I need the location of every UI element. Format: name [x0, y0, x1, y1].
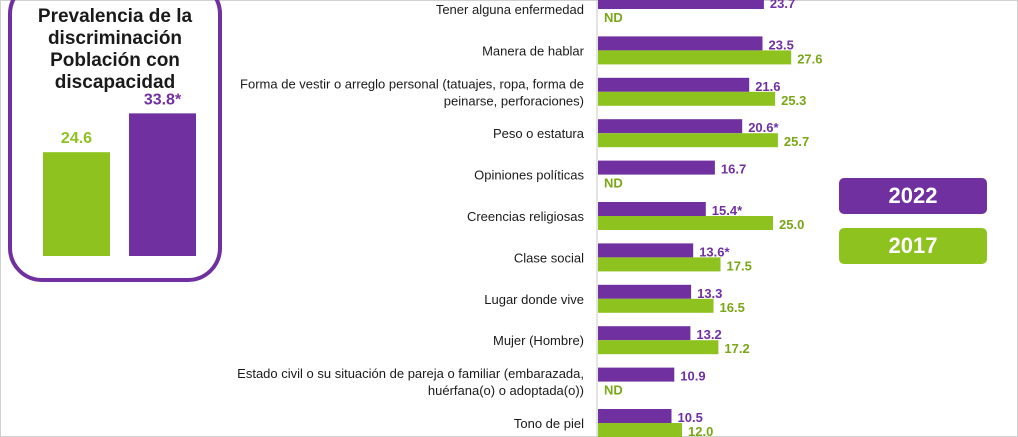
prevalence-label-2017: 24.6 — [61, 130, 92, 147]
bar-2022 — [598, 243, 694, 258]
category-label: Manera de hablar — [482, 43, 585, 58]
category-label: Tono de piel — [514, 416, 584, 431]
data-label-2022: 20.6* — [748, 120, 779, 135]
bar-2017 — [598, 340, 719, 355]
category-label: Tener alguna enfermedad — [436, 2, 584, 17]
category-label: Estado civil o su situación de pareja o … — [237, 366, 584, 381]
data-label-2017: 27.6 — [797, 51, 822, 66]
bar-2017 — [598, 257, 721, 272]
data-label-2017: 25.3 — [781, 93, 806, 108]
bar-2022 — [598, 77, 750, 92]
bar-2017 — [598, 133, 778, 148]
data-label-2022: 13.2 — [696, 327, 721, 342]
data-label-2022: 13.6* — [699, 244, 730, 259]
prevalence-bar-2017 — [43, 152, 110, 256]
prevalence-panel: Prevalencia de la discriminación Poblaci… — [8, 0, 222, 282]
data-label-2017: 25.7 — [784, 134, 809, 149]
bar-2022 — [598, 409, 672, 423]
data-label-2022: 10.5 — [678, 410, 703, 425]
prevalence-title-line: Prevalencia de la — [37, 6, 193, 27]
category-label: Forma de vestir o arreglo personal (tatu… — [240, 76, 584, 91]
bar-2022 — [598, 367, 675, 382]
prevalence-title-line: discriminación — [47, 28, 183, 49]
data-label-2022: 16.7 — [721, 162, 746, 177]
data-label-2017: 12.0 — [688, 424, 713, 437]
bar-2017 — [598, 298, 714, 313]
category-label: peinarse, perforaciones) — [444, 93, 584, 108]
data-label-2022: 23.5 — [769, 37, 794, 52]
data-label-2017: 25.0 — [779, 217, 804, 232]
bar-2022 — [598, 202, 706, 216]
category-label: Peso o estatura — [493, 126, 585, 141]
bar-2022 — [598, 160, 715, 175]
bar-2022 — [598, 0, 764, 9]
data-label-2022: 13.3 — [697, 286, 722, 301]
data-label-2017-nd: ND — [604, 383, 623, 398]
category-label: huérfana(o) o adoptada(o)) — [428, 383, 584, 398]
bar-2022 — [598, 284, 692, 299]
data-label-2022: 21.6 — [755, 79, 780, 94]
data-label-2022: 15.4* — [712, 203, 743, 218]
prevalence-label-2022: 33.8* — [144, 91, 182, 108]
data-label-2017-nd: ND — [604, 10, 623, 25]
prevalence-title-line: discapacidad — [54, 72, 176, 93]
bar-2022 — [598, 119, 743, 134]
prevalence-title-line: Población con — [50, 50, 180, 71]
data-label-2022: 23.7 — [770, 0, 795, 11]
category-label: Creencias religiosas — [467, 209, 585, 224]
bar-2017 — [598, 216, 773, 230]
data-label-2022: 10.9 — [680, 369, 705, 384]
legend-2017: 2017 — [839, 228, 987, 264]
category-label: Opiniones políticas — [474, 168, 584, 183]
category-label: Mujer (Hombre) — [493, 333, 584, 348]
prevalence-bar-2022 — [129, 113, 196, 256]
category-label: Clase social — [514, 250, 584, 265]
bar-2022 — [598, 326, 691, 341]
legend-2022: 2022 — [839, 178, 987, 214]
bar-2017 — [598, 91, 776, 106]
prevalence-bar-chart: 24.6 33.8* — [43, 91, 196, 256]
category-label: Lugar donde vive — [484, 292, 584, 307]
bar-2017 — [598, 423, 682, 437]
bar-2022 — [598, 36, 763, 51]
data-label-2017: 17.2 — [724, 341, 749, 356]
data-label-2017: 17.5 — [727, 258, 752, 273]
prevalence-title: Prevalencia de la discriminación Poblaci… — [12, 6, 218, 94]
bar-2017 — [598, 50, 792, 65]
data-label-2017-nd: ND — [604, 176, 623, 191]
data-label-2017: 16.5 — [720, 300, 745, 315]
